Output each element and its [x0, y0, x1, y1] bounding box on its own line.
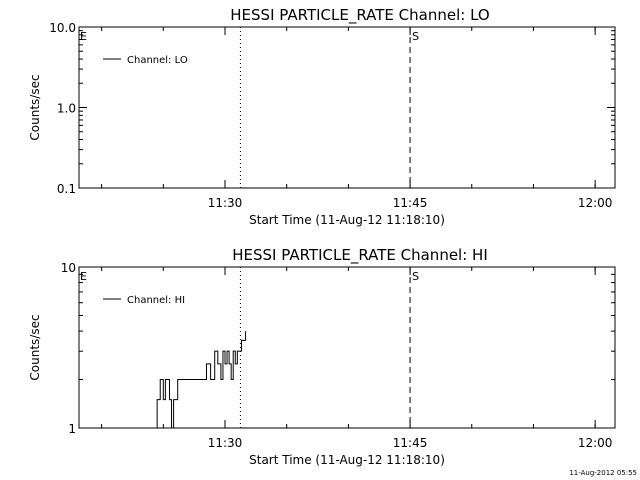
chart1-xtick-label: 11:30	[208, 196, 243, 210]
chart1-xlabel: Start Time (11-Aug-12 11:18:10)	[249, 213, 445, 227]
chart2-ytick-label: 10	[61, 261, 76, 275]
chart1-ytick-label: 0.1	[57, 182, 76, 196]
chart1-xtick-label: 11:45	[393, 196, 428, 210]
chart2-ylabel: Counts/sec	[28, 314, 42, 380]
chart1-ytick-label: 10.0	[49, 21, 76, 35]
chart2-marker-label: E	[80, 270, 87, 283]
chart2-xtick-label: 12:00	[578, 436, 613, 450]
chart2-series-line	[155, 331, 247, 429]
chart2-xtick-label: 11:30	[208, 436, 243, 450]
chart2-frame	[78, 266, 616, 429]
chart1-ylabel: Counts/sec	[28, 74, 42, 140]
footer-timestamp: 11-Aug-2012 05:55	[569, 469, 637, 477]
chart1-title: HESSI PARTICLE_RATE Channel: LO	[230, 6, 489, 25]
chart1-xtick-label: 12:00	[578, 196, 613, 210]
chart2-xtick-label: 11:45	[393, 436, 428, 450]
chart2-title: HESSI PARTICLE_RATE Channel: HI	[232, 246, 488, 265]
chart2-xlabel: Start Time (11-Aug-12 11:18:10)	[249, 453, 445, 467]
chart1-marker-label: S	[412, 30, 419, 43]
chart1-frame	[78, 26, 616, 189]
chart1-marker-label: E	[80, 30, 87, 43]
chart1-ytick-label: 1.0	[57, 102, 76, 116]
chart2-legend-label: Channel: HI	[127, 295, 185, 306]
chart2-marker-label: S	[412, 270, 419, 283]
chart2-ytick-label: 1	[68, 422, 76, 436]
chart1-legend-label: Channel: LO	[127, 55, 188, 66]
